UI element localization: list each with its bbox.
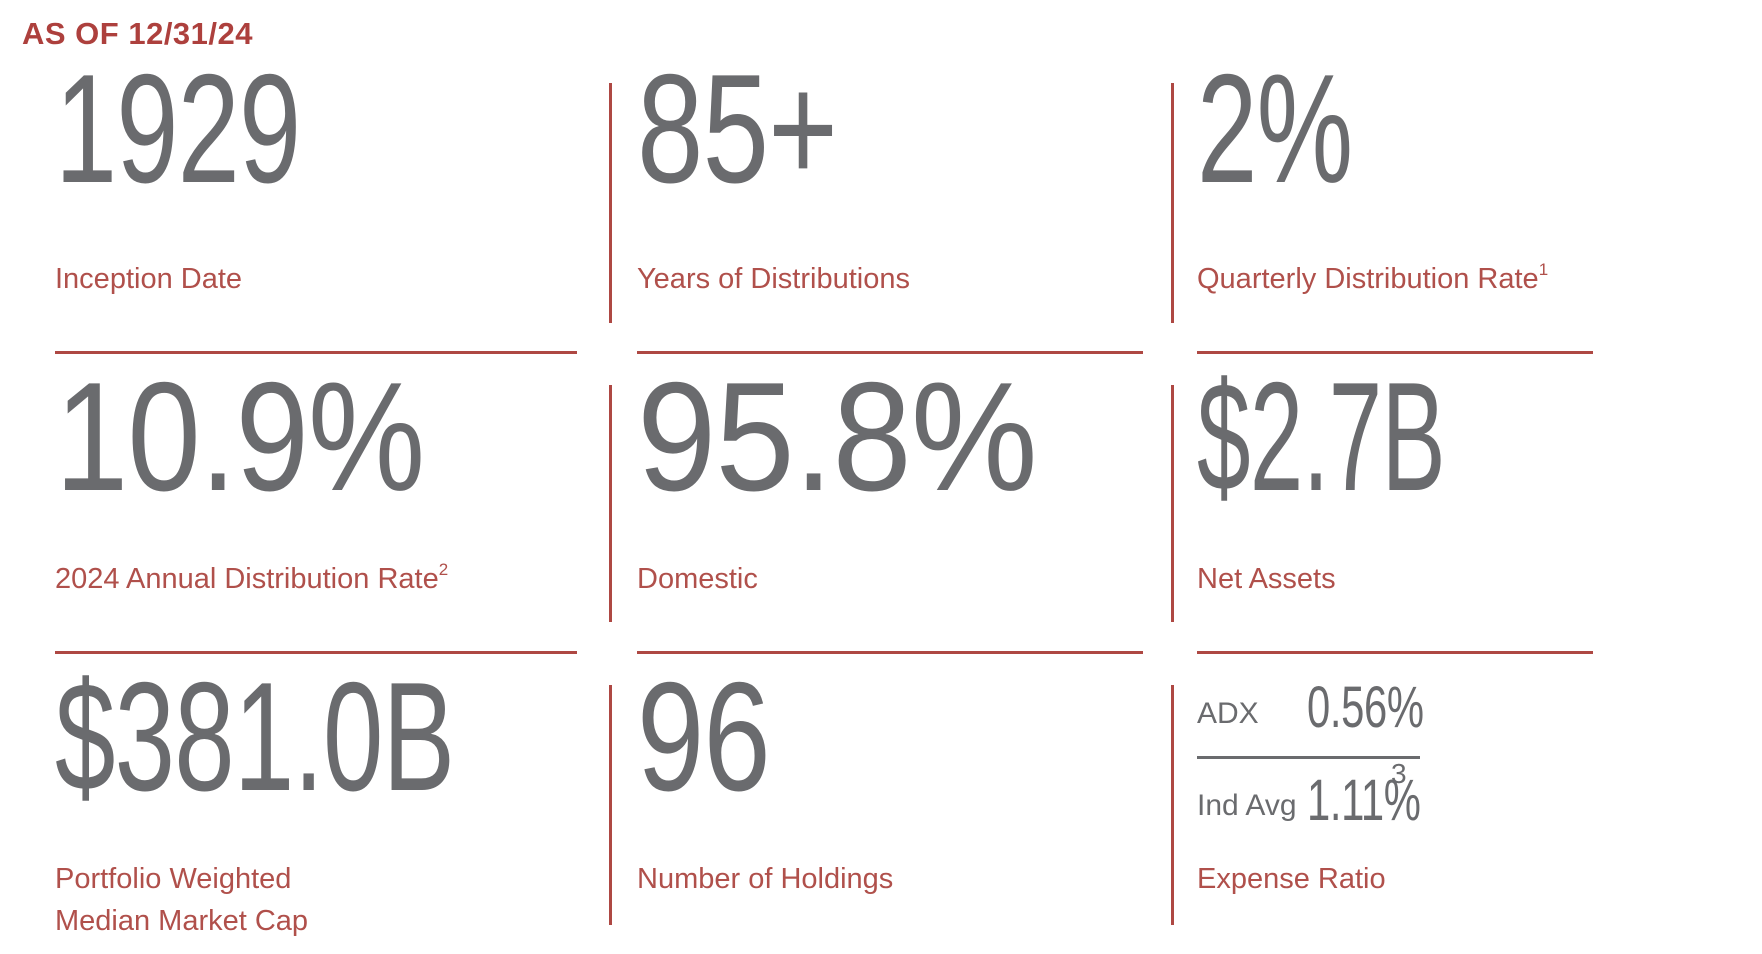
- stat-value-median-market-cap: $381.0B: [55, 650, 455, 823]
- divider-v-row1-col2: [1171, 83, 1174, 323]
- expense-row-label-ind-avg: Ind Avg: [1197, 789, 1297, 822]
- stat-label-text: 2024 Annual Distribution Rate: [55, 563, 439, 595]
- stat-label-inception-date: Inception Date: [55, 263, 243, 295]
- stat-label-net-assets: Net Assets: [1197, 563, 1336, 595]
- divider-h-row2-col1: [55, 651, 577, 654]
- stat-value-years-of-distributions: 85+: [637, 42, 838, 215]
- stat-label-median-market-cap: Portfolio Weighted Median Market Cap: [55, 858, 308, 942]
- stat-label-quarterly-distribution-rate: Quarterly Distribution Rate1: [1197, 258, 1548, 300]
- stat-value-number-of-holdings: 96: [637, 650, 771, 823]
- expense-divider: [1197, 756, 1420, 759]
- divider-h-row2-col3: [1197, 651, 1593, 654]
- expense-row-label-adx: ADX: [1197, 697, 1259, 730]
- stat-value-quarterly-distribution-rate: 2%: [1197, 42, 1353, 215]
- stat-value-inception-date: 1929: [55, 42, 301, 215]
- stat-label-annual-distribution-rate: 2024 Annual Distribution Rate2: [55, 558, 448, 600]
- stat-value-net-assets: $2.7B: [1197, 350, 1446, 523]
- divider-h-row1-col2: [637, 351, 1143, 354]
- stat-value-annual-distribution-rate: 10.9%: [55, 350, 425, 523]
- expense-row-value-ind-avg: 1.11%: [1307, 768, 1421, 833]
- stat-label-domestic: Domestic: [637, 563, 758, 595]
- divider-h-row2-col2: [637, 651, 1143, 654]
- divider-h-row1-col3: [1197, 351, 1593, 354]
- divider-v-row3-col1: [609, 685, 612, 925]
- expense-ratio-caption: Expense Ratio: [1197, 863, 1386, 895]
- stat-label-years-of-distributions: Years of Distributions: [637, 263, 910, 295]
- divider-v-row3-col2: [1171, 685, 1174, 925]
- stat-label-number-of-holdings: Number of Holdings: [637, 863, 894, 895]
- divider-h-row1-col1: [55, 351, 577, 354]
- divider-v-row1-col1: [609, 83, 612, 323]
- footnote-marker: 2: [438, 560, 449, 580]
- stat-label-text: Quarterly Distribution Rate: [1197, 263, 1539, 295]
- footnote-marker: 1: [1538, 260, 1549, 280]
- stat-label-line1: Portfolio Weighted: [55, 863, 292, 895]
- divider-v-row2-col1: [609, 385, 612, 622]
- stat-label-line2: Median Market Cap: [55, 905, 309, 938]
- stat-value-domestic: 95.8%: [637, 350, 1038, 523]
- expense-footnote-marker: 3: [1391, 758, 1407, 789]
- divider-v-row2-col2: [1171, 385, 1174, 622]
- expense-row-value-adx: 0.56%: [1307, 675, 1424, 740]
- as-of-date-heading: AS OF 12/31/24: [22, 16, 254, 51]
